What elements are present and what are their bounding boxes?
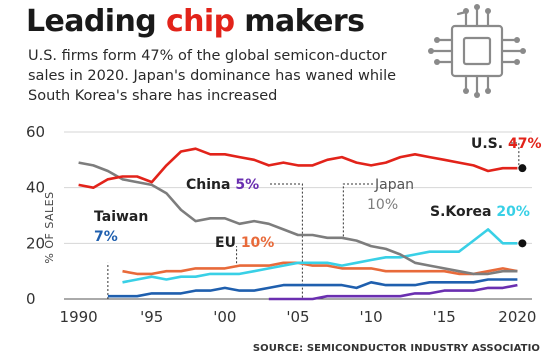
y-tick-label: 0 xyxy=(26,290,36,308)
label-china-name: China xyxy=(186,177,235,193)
label-china-value: 5% xyxy=(235,177,259,193)
label-eu-value: 10% xyxy=(241,235,275,251)
label-skorea-name: S.Korea xyxy=(430,204,496,220)
chart-title: Leading chip makers xyxy=(26,4,365,39)
end-marker-skorea xyxy=(518,239,527,248)
label-china: China 5% xyxy=(186,177,259,193)
us-leader-line xyxy=(511,142,520,169)
y-tick-label: 20 xyxy=(26,234,45,252)
label-us-name: U.S. xyxy=(471,136,503,152)
label-eu-name: EU xyxy=(215,235,241,251)
china-leader-line xyxy=(270,183,303,299)
x-tick-label: '15 xyxy=(433,308,456,326)
label-skorea: S.Korea 20% xyxy=(430,204,530,220)
y-axis-label: % OF SALES xyxy=(43,191,56,263)
series-line-japan xyxy=(78,161,518,276)
y-tick-label: 60 xyxy=(26,123,45,141)
title-part-chip: chip xyxy=(165,4,235,39)
series-line-skorea xyxy=(122,228,518,284)
series-line-us xyxy=(78,147,518,189)
series-line-taiwan xyxy=(107,278,518,298)
series-line-china xyxy=(268,283,518,301)
label-us: U.S. 47% xyxy=(471,136,541,152)
series-line-eu xyxy=(122,261,518,276)
label-japan-name: Japan xyxy=(374,177,414,193)
label-us-value: 47% xyxy=(503,136,541,152)
x-tick-label: '00 xyxy=(213,308,236,326)
x-tick-label: '05 xyxy=(286,308,309,326)
label-taiwan-name: Taiwan xyxy=(94,209,148,225)
source-note: SOURCE: SEMICONDUCTOR INDUSTRY ASSOCIATI… xyxy=(252,343,540,354)
x-tick-label: '95 xyxy=(140,308,163,326)
y-tick-label: 40 xyxy=(26,179,45,197)
end-marker-us xyxy=(518,164,527,173)
x-tick-label: 1990 xyxy=(60,308,98,326)
label-taiwan-value: 7% xyxy=(94,229,118,245)
label-japan-value: 10% xyxy=(367,197,398,213)
title-part-makers: makers xyxy=(234,4,365,39)
title-part-leading: Leading xyxy=(26,4,166,39)
label-eu: EU 10% xyxy=(215,235,274,251)
microchip-icon xyxy=(428,4,526,98)
japan-leader-line xyxy=(342,183,373,238)
chart-subtitle: U.S. firms form 47% of the global semico… xyxy=(28,48,397,104)
x-tick-label: 2020 xyxy=(498,308,536,326)
x-tick-label: '10 xyxy=(360,308,383,326)
label-skorea-value: 20% xyxy=(496,204,530,220)
